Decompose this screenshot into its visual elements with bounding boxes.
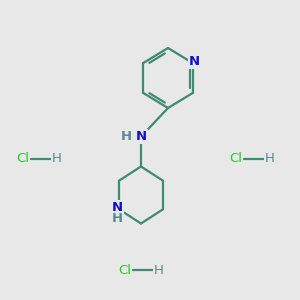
Text: Cl: Cl bbox=[16, 152, 29, 166]
Text: Cl: Cl bbox=[229, 152, 242, 166]
Text: N: N bbox=[112, 201, 123, 214]
Text: H: H bbox=[52, 152, 61, 166]
Text: H: H bbox=[120, 130, 132, 143]
Text: H: H bbox=[112, 212, 123, 225]
Text: N: N bbox=[189, 55, 200, 68]
Text: Cl: Cl bbox=[118, 263, 131, 277]
Text: N: N bbox=[135, 130, 147, 143]
Text: H: H bbox=[154, 263, 163, 277]
Text: H: H bbox=[265, 152, 274, 166]
